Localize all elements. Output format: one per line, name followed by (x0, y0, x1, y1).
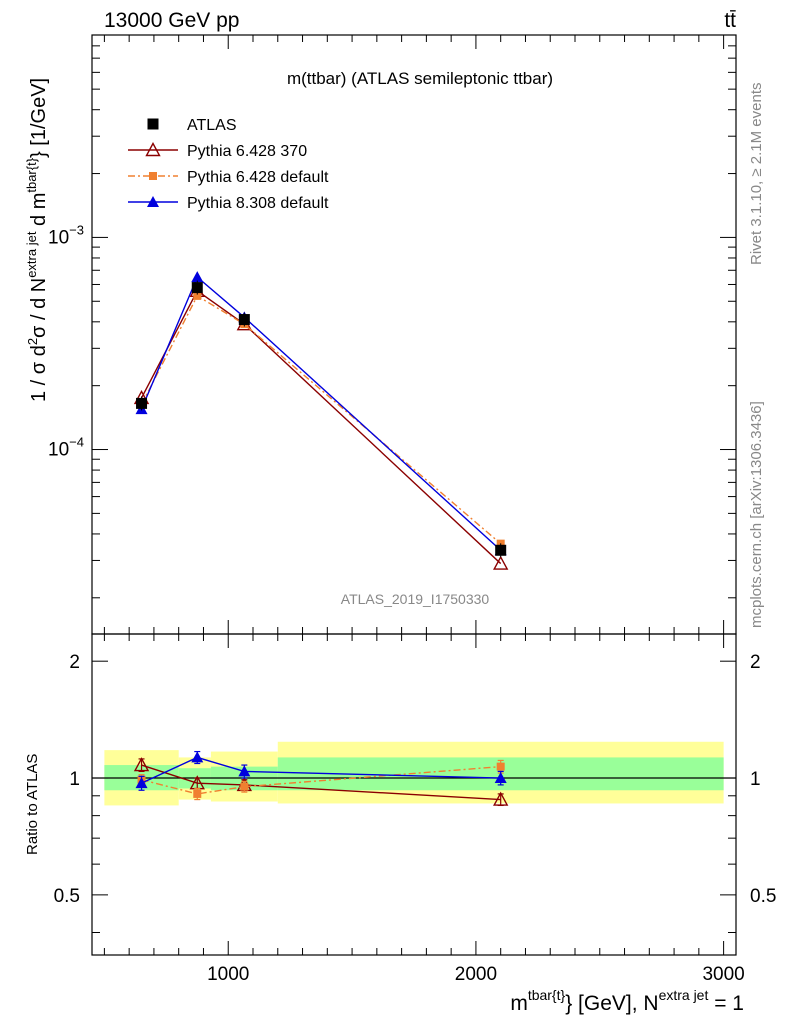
main-series-point-0 (493, 555, 509, 570)
legend-marker-1 (145, 142, 161, 157)
main-ylabel: 1 / σ d2σ / d Nextra jet d mtbar{t}} [1/… (24, 78, 50, 402)
mcplots-label: mcplots.cern.ch [arXiv:1306.3436] (748, 401, 765, 628)
main-series-line-0 (140, 289, 502, 565)
ratio-series-point-0 (493, 791, 509, 806)
ratio-ylabel: Ratio to ATLAS (24, 754, 41, 855)
analysis-watermark: ATLAS_2019_I1750330 (341, 591, 490, 607)
main-series-point-2 (191, 271, 204, 283)
ratio-frame (91, 633, 737, 956)
ratio-series-line-0 (141, 764, 501, 801)
ratio-x-tick-label: 2000 (455, 964, 497, 985)
ratio-y-tick-label-right: 2 (750, 652, 761, 673)
ratio-series-point-1 (240, 782, 249, 791)
ratio-series-point-2 (494, 772, 507, 784)
ratio-x-tick-label: 1000 (207, 964, 249, 985)
main-y-tick-label: 10−4 (48, 435, 84, 461)
ratio-y-tick-label: 2 (69, 652, 80, 673)
data-legend-marker (147, 118, 159, 130)
legend: ATLAS Pythia 6.428 370 Pythia 6.428 defaul… (128, 117, 329, 212)
ratio-y-tick-label-right: 0.5 (750, 886, 776, 907)
ratio-series-line-2 (141, 756, 501, 784)
data-point (495, 544, 507, 556)
legend-label-1: Pythia 6.428 370 (187, 143, 307, 160)
plot-title: m(ttbar) (ATLAS semileptonic ttbar) (287, 69, 553, 88)
rivet-label: Rivet 3.1.10, ≥ 2.1M events (748, 83, 765, 266)
ratio-series-point-1 (193, 789, 202, 798)
ratio-panel: 1000 2000 3000 2 2 1 1 0.5 0.5 (54, 633, 776, 985)
ratio-series-line-1 (141, 765, 501, 795)
legend-label-3: Pythia 8.308 default (187, 195, 329, 212)
ratio-series-point-2 (191, 751, 204, 763)
data-point (191, 282, 203, 294)
legend-marker-3 (147, 196, 159, 207)
x-axis-label: mtbar{t}} [GeV], Nextra jet = 1 (510, 987, 744, 1015)
main-series-line-2 (140, 275, 502, 551)
main-series-point-1 (193, 291, 202, 300)
ratio-series-point-2 (238, 765, 251, 777)
data-point (136, 397, 148, 409)
main-panel: 10−3 10−4 (48, 34, 737, 635)
legend-label-2: Pythia 6.428 default (187, 169, 329, 186)
ratio-x-tick-label: 3000 (702, 964, 744, 985)
main-y-tick-label: 10−3 (48, 222, 84, 248)
main-series-line-1 (140, 294, 502, 545)
ratio-series-point-2 (135, 777, 148, 789)
ratio-y-tick-label: 1 (69, 769, 80, 790)
legend-label-0: ATLAS (187, 117, 237, 134)
legend-marker-2 (149, 172, 157, 180)
ratio-y-tick-label: 0.5 (54, 886, 80, 907)
ratio-y-tick-label-right: 1 (750, 769, 761, 790)
data-point (238, 314, 250, 326)
ratio-series-point-0 (133, 757, 150, 772)
header-left: 13000 GeV pp (104, 9, 239, 32)
header-right: tt̄ (724, 9, 736, 32)
ratio-series-point-1 (496, 762, 505, 771)
